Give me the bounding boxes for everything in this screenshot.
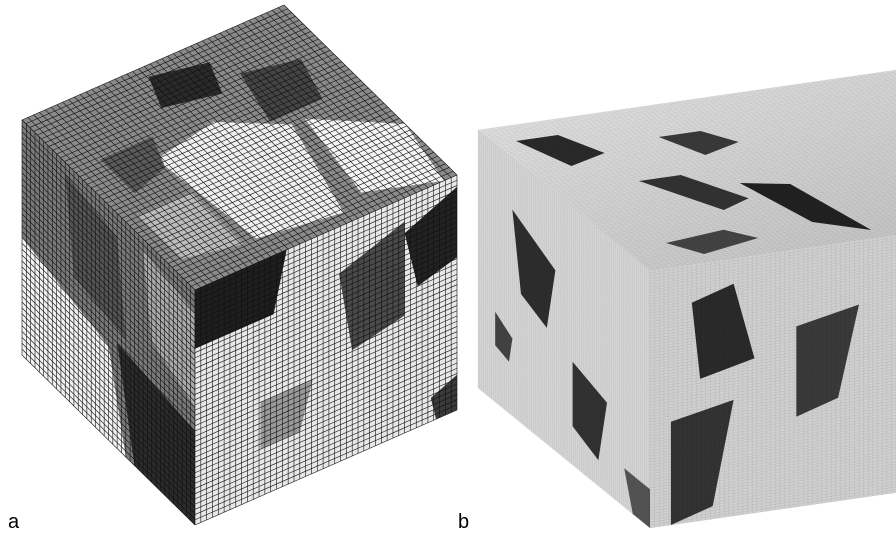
page: {"panels": [{"label": "a"}, {"label": "b… [0,0,896,533]
cube-b [478,70,896,528]
panel-label: b [458,511,469,533]
figure: a b [0,0,896,533]
cube-a [22,5,457,525]
panel-label: a [8,511,20,533]
